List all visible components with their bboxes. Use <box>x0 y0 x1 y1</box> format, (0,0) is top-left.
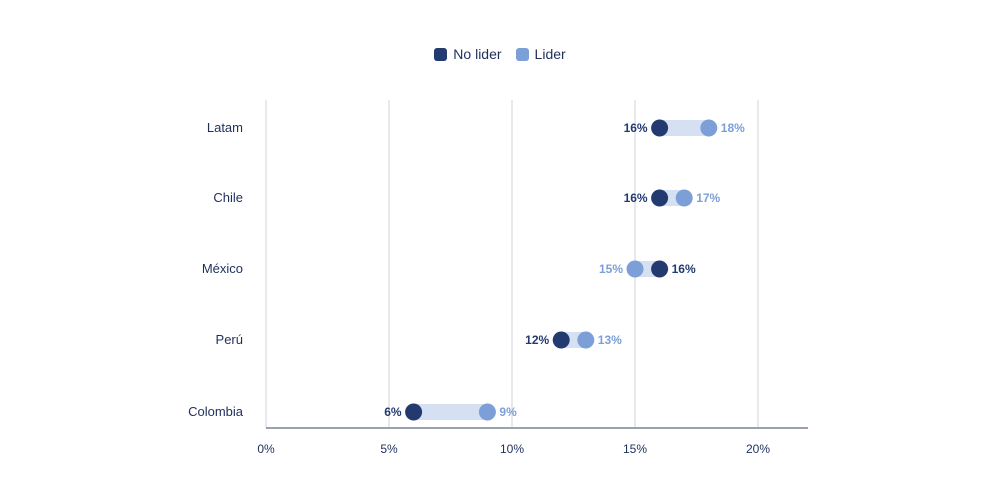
category-label: Perú <box>216 332 243 347</box>
point-no-lider <box>552 331 570 349</box>
legend-swatch-no-lider <box>434 47 448 61</box>
category-label: México <box>202 261 243 276</box>
x-tick-label: 10% <box>500 442 524 456</box>
point-no-lider <box>651 260 669 278</box>
x-tick-label: 15% <box>623 442 647 456</box>
data-label-lider: 9% <box>499 405 517 419</box>
category-label: Colombia <box>188 404 244 419</box>
point-lider <box>577 331 595 349</box>
data-label-no-lider: 16% <box>624 191 648 205</box>
x-tick-label: 5% <box>380 442 398 456</box>
legend: No lider Lider <box>0 46 1000 62</box>
range-connector <box>659 120 709 136</box>
range-connector <box>413 404 488 420</box>
data-label-no-lider: 16% <box>672 262 696 276</box>
data-label-no-lider: 12% <box>525 333 549 347</box>
data-label-lider: 13% <box>598 333 622 347</box>
point-lider <box>478 403 496 421</box>
point-lider <box>675 189 693 207</box>
point-lider <box>626 260 644 278</box>
point-no-lider <box>405 403 423 421</box>
category-label: Latam <box>207 120 243 135</box>
data-label-no-lider: 6% <box>384 405 402 419</box>
x-tick-label: 0% <box>257 442 275 456</box>
point-lider <box>700 119 718 137</box>
legend-label-no-lider: No lider <box>453 46 502 62</box>
data-label-no-lider: 16% <box>624 121 648 135</box>
data-label-lider: 18% <box>721 121 745 135</box>
data-label-lider: 15% <box>599 262 623 276</box>
legend-item-no-lider: No lider <box>434 46 502 62</box>
legend-item-lider: Lider <box>515 46 566 62</box>
data-label-lider: 17% <box>696 191 720 205</box>
point-no-lider <box>651 119 669 137</box>
legend-swatch-lider <box>515 47 529 61</box>
legend-label-lider: Lider <box>534 46 566 62</box>
category-label: Chile <box>213 190 243 205</box>
point-no-lider <box>651 189 669 207</box>
x-tick-label: 20% <box>746 442 770 456</box>
